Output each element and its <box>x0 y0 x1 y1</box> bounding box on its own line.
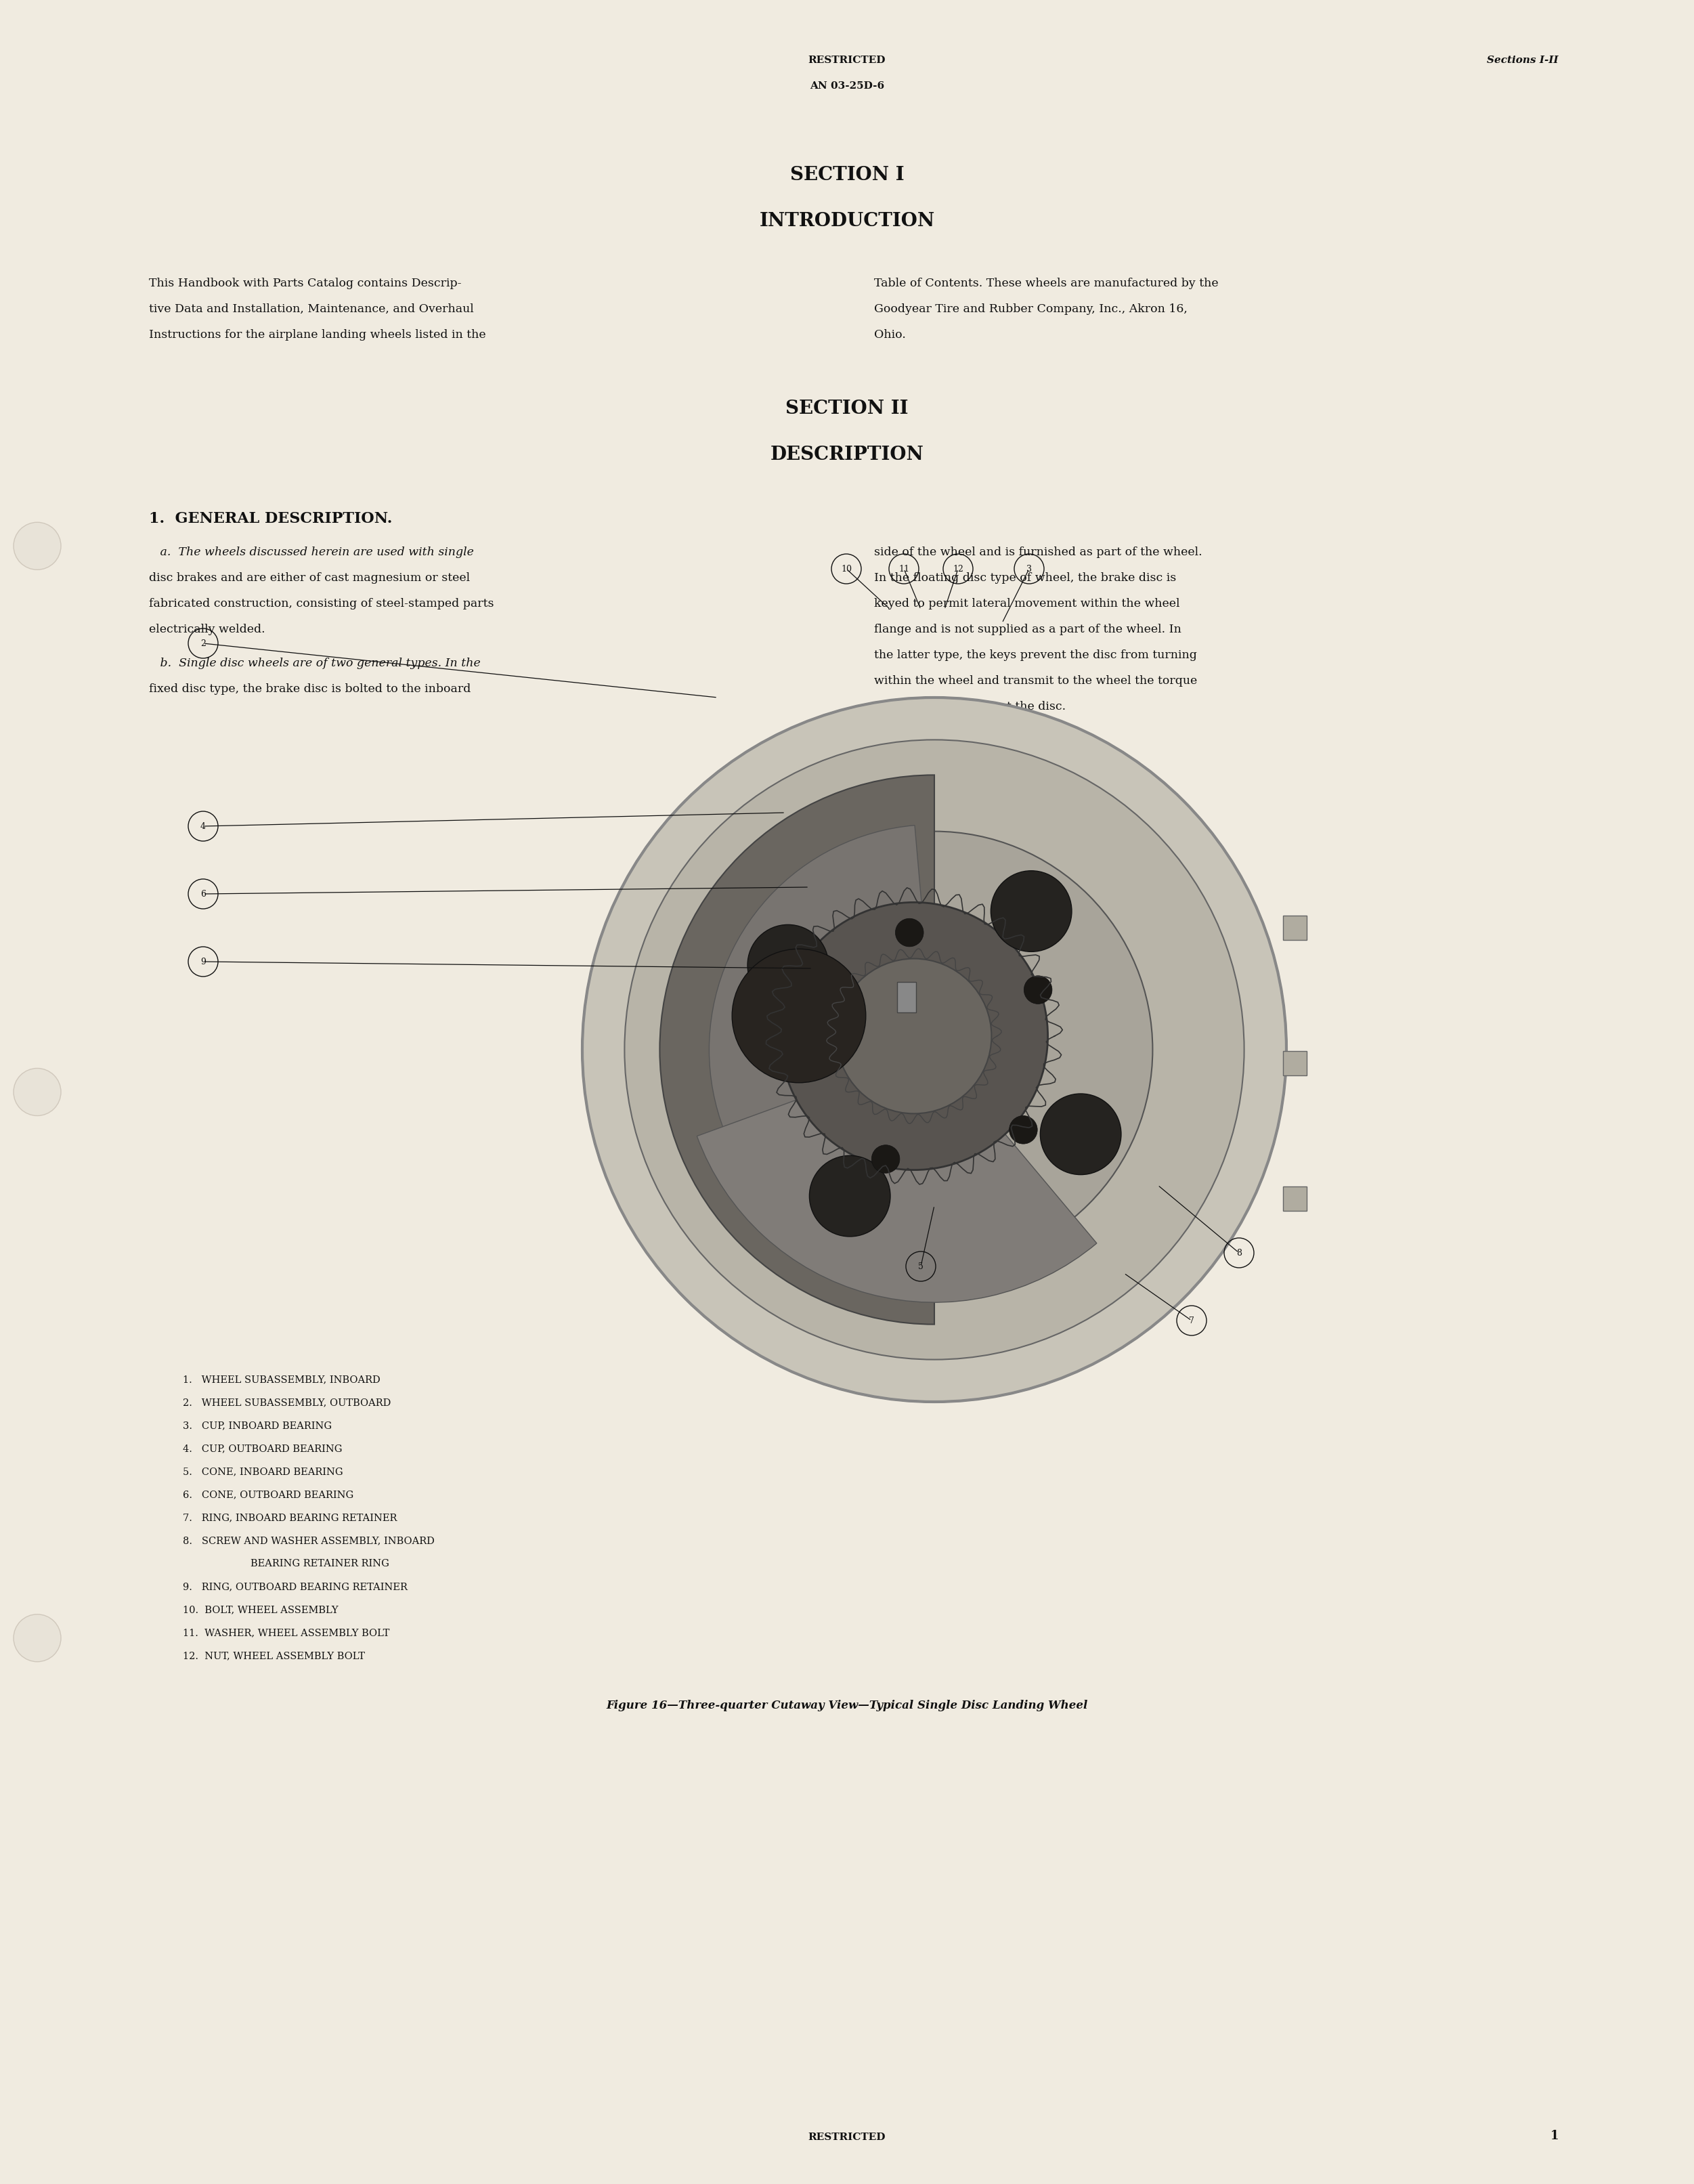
Circle shape <box>14 1614 61 1662</box>
Circle shape <box>717 832 1152 1269</box>
Circle shape <box>1023 976 1052 1005</box>
Circle shape <box>732 948 866 1083</box>
Text: the latter type, the keys prevent the disc from turning: the latter type, the keys prevent the di… <box>874 649 1198 662</box>
Text: 4: 4 <box>200 821 207 830</box>
Text: This Handbook with Parts Catalog contains Descrip-: This Handbook with Parts Catalog contain… <box>149 277 461 288</box>
Bar <box>898 983 916 1013</box>
Text: electrically welded.: electrically welded. <box>149 625 266 636</box>
Circle shape <box>893 1009 976 1092</box>
Text: 6: 6 <box>200 889 207 898</box>
Text: 9: 9 <box>200 957 205 965</box>
Text: Sections I-II: Sections I-II <box>1487 55 1558 66</box>
Text: Goodyear Tire and Rubber Company, Inc., Akron 16,: Goodyear Tire and Rubber Company, Inc., … <box>874 304 1187 314</box>
Circle shape <box>747 924 828 1005</box>
Text: 10: 10 <box>840 563 852 572</box>
Text: RESTRICTED: RESTRICTED <box>808 2132 886 2143</box>
Wedge shape <box>710 826 935 1273</box>
Text: 1.  GENERAL DESCRIPTION.: 1. GENERAL DESCRIPTION. <box>149 511 393 526</box>
Text: 3.   CUP, INBOARD BEARING: 3. CUP, INBOARD BEARING <box>183 1422 332 1431</box>
Text: Figure 16—Three-quarter Cutaway View—Typical Single Disc Landing Wheel: Figure 16—Three-quarter Cutaway View—Typ… <box>606 1699 1088 1712</box>
Circle shape <box>991 871 1072 952</box>
Wedge shape <box>696 1051 1096 1302</box>
Text: 2: 2 <box>200 640 205 649</box>
Text: AN 03-25D-6: AN 03-25D-6 <box>810 81 884 92</box>
Text: side of the wheel and is furnished as part of the wheel.: side of the wheel and is furnished as pa… <box>874 546 1203 559</box>
Text: RESTRICTED: RESTRICTED <box>808 55 886 66</box>
Circle shape <box>872 1144 900 1173</box>
Circle shape <box>14 1068 61 1116</box>
Text: In the floating disc type of wheel, the brake disc is: In the floating disc type of wheel, the … <box>874 572 1176 583</box>
Circle shape <box>625 740 1243 1361</box>
Bar <box>1282 915 1306 939</box>
Text: tive Data and Installation, Maintenance, and Overhaul: tive Data and Installation, Maintenance,… <box>149 304 474 314</box>
Circle shape <box>1010 1116 1037 1144</box>
Circle shape <box>896 919 923 946</box>
Text: BEARING RETAINER RING: BEARING RETAINER RING <box>251 1559 390 1568</box>
Circle shape <box>810 1155 891 1236</box>
Circle shape <box>837 959 991 1114</box>
Text: 5.   CONE, INBOARD BEARING: 5. CONE, INBOARD BEARING <box>183 1468 342 1476</box>
Text: 8.   SCREW AND WASHER ASSEMBLY, INBOARD: 8. SCREW AND WASHER ASSEMBLY, INBOARD <box>183 1535 435 1546</box>
Circle shape <box>801 1022 830 1051</box>
Text: b.  Single disc wheels are of two general types. In the: b. Single disc wheels are of two general… <box>149 657 481 668</box>
Text: of brake action against the disc.: of brake action against the disc. <box>874 701 1066 712</box>
Text: 4.   CUP, OUTBOARD BEARING: 4. CUP, OUTBOARD BEARING <box>183 1444 342 1452</box>
Text: 12: 12 <box>952 563 964 572</box>
Text: within the wheel and transmit to the wheel the torque: within the wheel and transmit to the whe… <box>874 675 1198 686</box>
Text: Table of Contents. These wheels are manufactured by the: Table of Contents. These wheels are manu… <box>874 277 1218 288</box>
Text: 11: 11 <box>898 563 910 572</box>
Text: Ohio.: Ohio. <box>874 330 906 341</box>
Text: keyed to permit lateral movement within the wheel: keyed to permit lateral movement within … <box>874 598 1179 609</box>
Text: 1.   WHEEL SUBASSEMBLY, INBOARD: 1. WHEEL SUBASSEMBLY, INBOARD <box>183 1374 381 1385</box>
Text: 9.   RING, OUTBOARD BEARING RETAINER: 9. RING, OUTBOARD BEARING RETAINER <box>183 1581 408 1592</box>
Text: 12.  NUT, WHEEL ASSEMBLY BOLT: 12. NUT, WHEEL ASSEMBLY BOLT <box>183 1651 364 1660</box>
Text: 11.  WASHER, WHEEL ASSEMBLY BOLT: 11. WASHER, WHEEL ASSEMBLY BOLT <box>183 1627 390 1638</box>
Wedge shape <box>659 775 935 1324</box>
Text: Instructions for the airplane landing wheels listed in the: Instructions for the airplane landing wh… <box>149 330 486 341</box>
Circle shape <box>835 950 1033 1149</box>
Text: 8: 8 <box>1237 1249 1242 1258</box>
Text: a.  The wheels discussed herein are used with single: a. The wheels discussed herein are used … <box>149 546 474 559</box>
Text: flange and is not supplied as a part of the wheel. In: flange and is not supplied as a part of … <box>874 625 1181 636</box>
Text: 7: 7 <box>1189 1317 1194 1326</box>
Text: 3: 3 <box>1027 563 1032 572</box>
Text: 5: 5 <box>918 1262 923 1271</box>
Text: 7.   RING, INBOARD BEARING RETAINER: 7. RING, INBOARD BEARING RETAINER <box>183 1514 396 1522</box>
Text: disc brakes and are either of cast magnesium or steel: disc brakes and are either of cast magne… <box>149 572 469 583</box>
Text: 10.  BOLT, WHEEL ASSEMBLY: 10. BOLT, WHEEL ASSEMBLY <box>183 1605 339 1614</box>
Circle shape <box>1040 1094 1121 1175</box>
Text: fixed disc type, the brake disc is bolted to the inboard: fixed disc type, the brake disc is bolte… <box>149 684 471 695</box>
Circle shape <box>781 902 1049 1171</box>
Circle shape <box>14 522 61 570</box>
Text: SECTION I: SECTION I <box>789 166 905 183</box>
Text: INTRODUCTION: INTRODUCTION <box>759 212 935 229</box>
Text: fabricated construction, consisting of steel-stamped parts: fabricated construction, consisting of s… <box>149 598 495 609</box>
Text: DESCRIPTION: DESCRIPTION <box>771 446 923 463</box>
Circle shape <box>583 697 1286 1402</box>
Bar <box>1282 1186 1306 1210</box>
Text: SECTION II: SECTION II <box>786 400 908 417</box>
Text: 2.   WHEEL SUBASSEMBLY, OUTBOARD: 2. WHEEL SUBASSEMBLY, OUTBOARD <box>183 1398 391 1406</box>
Text: 1: 1 <box>1550 2129 1558 2143</box>
Bar <box>1282 1051 1306 1075</box>
Text: 6.   CONE, OUTBOARD BEARING: 6. CONE, OUTBOARD BEARING <box>183 1489 354 1500</box>
